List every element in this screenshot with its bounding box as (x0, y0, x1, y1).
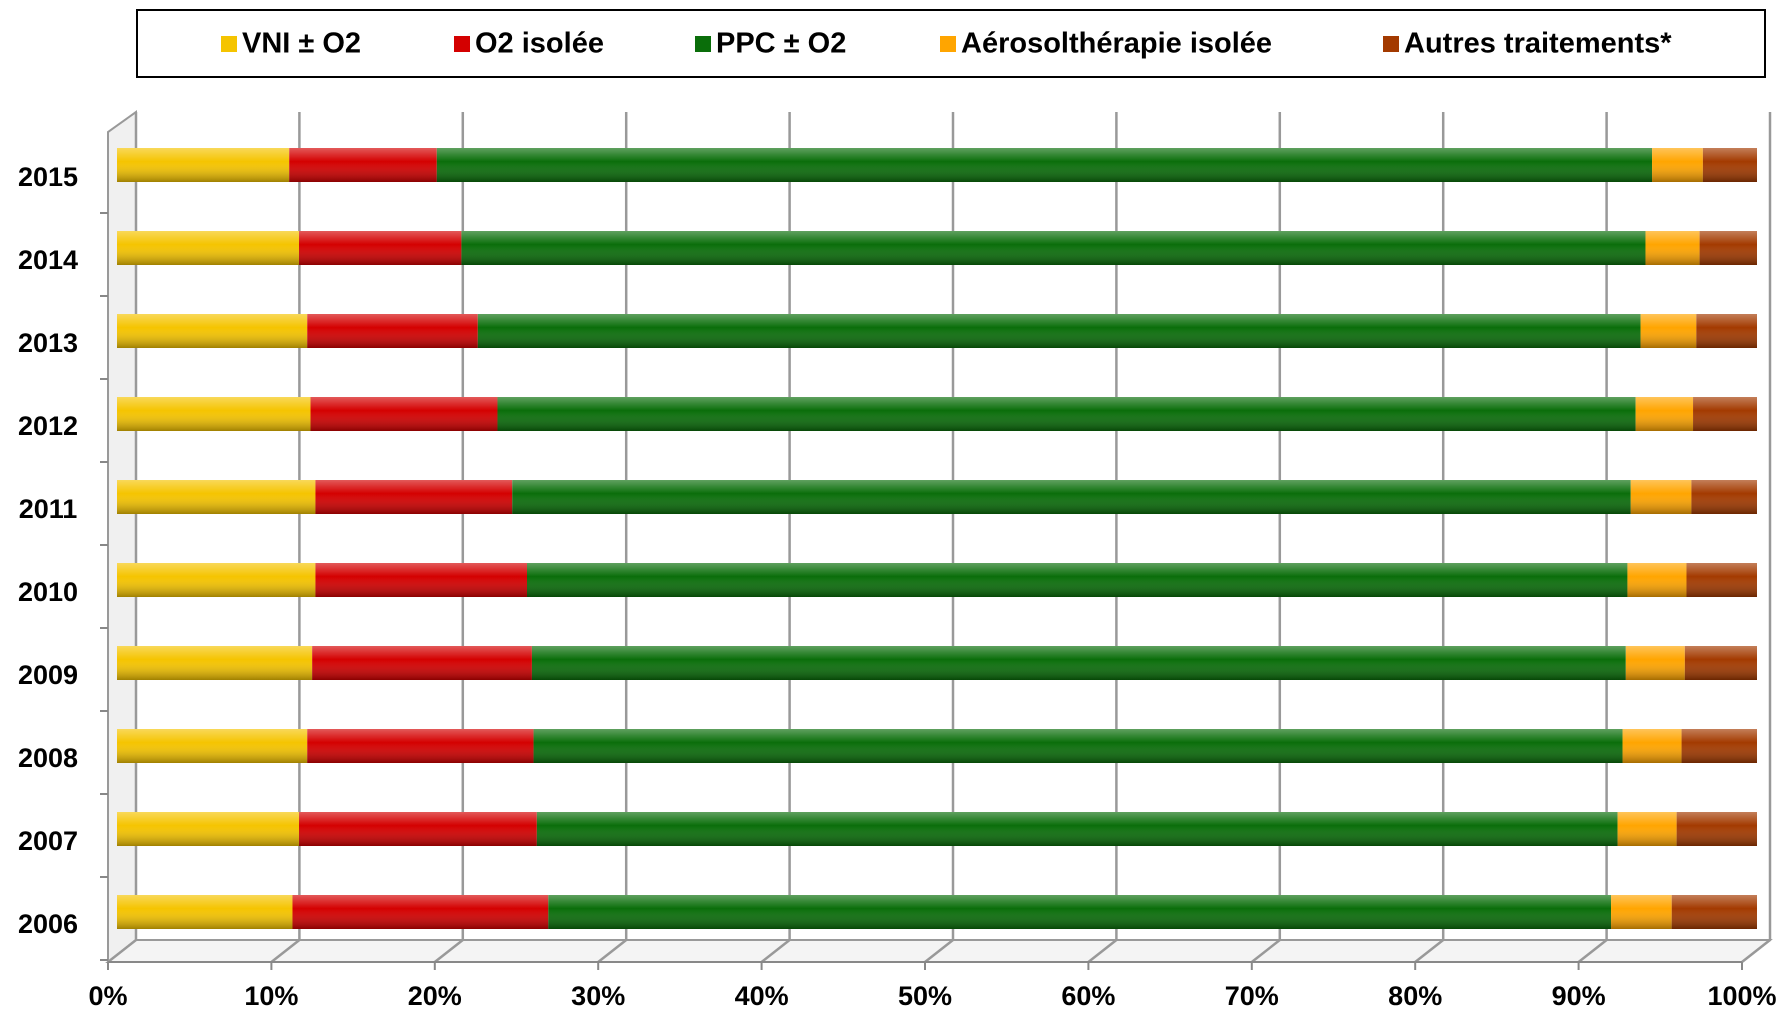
legend-swatch (1383, 36, 1399, 52)
legend-label: Aérosolthérapie isolée (961, 28, 1272, 60)
bar-shade (117, 646, 1757, 680)
x-tick-label: 20% (408, 981, 462, 1011)
x-tick-label: 80% (1388, 981, 1442, 1011)
bar-shade (117, 729, 1757, 763)
y-tick-label: 2006 (18, 909, 78, 939)
grid-line (1251, 112, 1282, 963)
legend-label: PPC ± O2 (716, 28, 846, 60)
x-tick-label: 90% (1552, 981, 1606, 1011)
y-tick-label: 2012 (18, 411, 78, 441)
legend-swatch (695, 36, 711, 52)
bar-shade (117, 397, 1757, 431)
x-tick-label: 40% (735, 981, 789, 1011)
grid-line (434, 112, 465, 963)
x-tick-label: 70% (1225, 981, 1279, 1011)
legend-swatch (940, 36, 956, 52)
bar-shade (117, 563, 1757, 597)
bar-shade (117, 314, 1757, 348)
grid-line (924, 112, 955, 963)
bar-shade (117, 148, 1757, 182)
grid-line (1087, 112, 1118, 963)
x-tick-label: 100% (1707, 981, 1776, 1011)
legend-label: VNI ± O2 (242, 28, 361, 60)
grid-line (1741, 112, 1772, 963)
y-tick-label: 2013 (18, 328, 78, 358)
y-tick-label: 2010 (18, 577, 78, 607)
grid-line (270, 112, 301, 963)
grid-line (1414, 112, 1445, 963)
x-tick-label: 60% (1061, 981, 1115, 1011)
x-tick-label: 0% (88, 981, 127, 1011)
grid-line (107, 112, 138, 963)
y-tick-label: 2007 (18, 826, 78, 856)
bar-shade (117, 812, 1757, 846)
y-tick-label: 2008 (18, 743, 78, 773)
y-tick-label: 2015 (18, 162, 78, 192)
bar-shade (117, 895, 1757, 929)
legend-swatch (454, 36, 470, 52)
y-tick-label: 2011 (19, 494, 78, 524)
y-tick-label: 2014 (18, 245, 78, 275)
y-tick-label: 2009 (18, 660, 78, 690)
bar-shade (117, 231, 1757, 265)
grid-line (760, 112, 791, 963)
legend-label: Autres traitements* (1404, 28, 1672, 60)
x-tick-label: 30% (571, 981, 625, 1011)
grid-line (1577, 112, 1608, 963)
grid-line (597, 112, 628, 963)
legend-label: O2 isolée (475, 28, 604, 60)
x-tick-label: 10% (244, 981, 298, 1011)
bar-shade (117, 480, 1757, 514)
x-tick-label: 50% (898, 981, 952, 1011)
legend-swatch (221, 36, 237, 52)
